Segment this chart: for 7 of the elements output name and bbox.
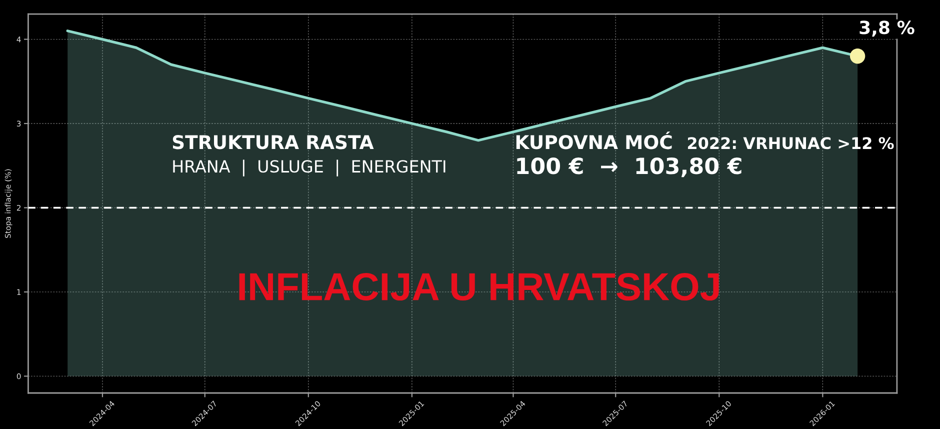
annotation: KUPOVNA MOĆ: [516, 132, 672, 150]
annotation: 100 € → 103,80 €: [517, 157, 742, 178]
annotation: 2022: VRHUNAC >12 %: [688, 137, 894, 150]
text: INFLACIJA U HRVATSKOJ: [239, 273, 719, 301]
annotation: 3,8 %: [860, 20, 914, 37]
annotation: HRANA | USLUGE | ENERGENTI: [173, 160, 446, 176]
annotation: STRUKTURA RASTA: [172, 135, 374, 150]
